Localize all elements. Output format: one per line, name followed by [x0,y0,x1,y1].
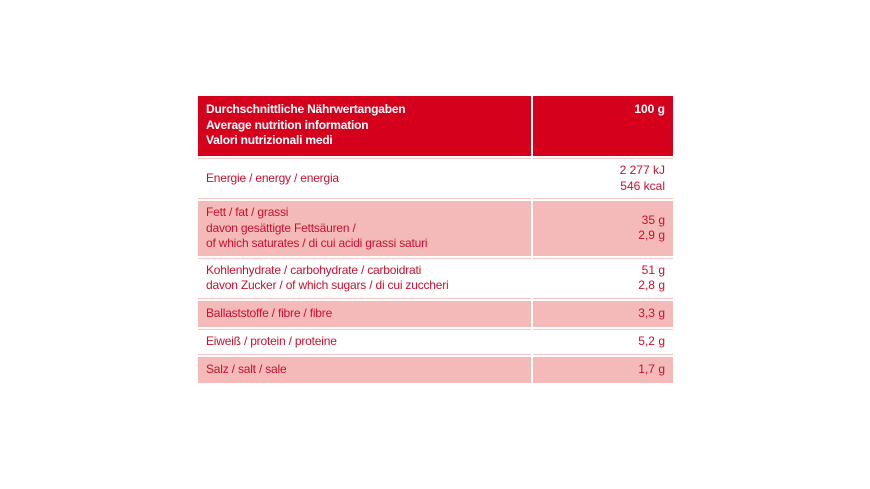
value-cell: 5,2 g [533,328,673,355]
value-cell: 3,3 g [533,300,673,327]
row-value: 2,8 g [638,278,665,292]
row-label: davon Zucker / of which sugars / di cui … [206,278,449,292]
label-cell: Eiweiß / protein / proteine [198,328,531,355]
value-cell: 51 g 2,8 g [533,257,673,299]
table-row: Eiweiß / protein / proteine 5,2 g [198,328,673,355]
row-value: 3,3 g [638,305,665,320]
table-row: Salz / salt / sale 1,7 g [198,356,673,383]
table-row: Kohlenhydrate / carbohydrate / carboidra… [198,257,673,299]
header-line: Durchschnittliche Nährwertangaben [206,102,406,116]
header-value: 100 g [634,102,665,116]
row-value: 2 277 kJ [619,163,665,177]
table-row: Energie / energy / energia 2 277 kJ 546 kc… [198,158,673,199]
value-cell: 1,7 g [533,356,673,383]
label-cell: Ballaststoffe / fibre / fibre [198,300,531,327]
row-label: Salz / salt / sale [206,361,287,376]
header-line: Valori nutrizionali medi [206,133,333,147]
row-label: Eiweiß / protein / proteine [206,333,337,348]
row-label: davon gesättigte Fettsäuren / [206,220,356,235]
row-value: 2,9 g [638,228,665,243]
header-value-cell: 100 g [533,96,673,156]
table-row: Ballaststoffe / fibre / fibre 3,3 g [198,300,673,327]
row-label: Energie / energy / energia [206,170,339,185]
value-cell: 2 277 kJ 546 kcal [533,158,673,199]
row-label: Fett / fat / grassi [206,205,289,219]
row-value: 1,7 g [638,361,665,376]
row-value: 35 g [641,212,665,227]
nutrition-table: Durchschnittliche Nährwertangaben Average… [198,96,673,383]
label-cell: Salz / salt / sale [198,356,531,383]
row-value: 51 g [641,262,665,277]
value-cell: 35 g 2,9 g [533,201,673,256]
label-cell: Energie / energy / energia [198,158,531,199]
row-label: of which saturates / di cui acidi grassi… [206,236,428,250]
label-cell: Kohlenhydrate / carbohydrate / carboidra… [198,257,531,299]
header-line: Average nutrition information [206,117,369,132]
table-row: Fett / fat / grassi davon gesättigte Fett… [198,201,673,256]
header-label: Durchschnittliche Nährwertangaben Average… [198,96,531,156]
label-cell: Fett / fat / grassi davon gesättigte Fett… [198,201,531,256]
row-value: 5,2 g [638,333,665,348]
header-row: Durchschnittliche Nährwertangaben Average… [198,96,673,156]
row-value: 546 kcal [620,178,665,193]
row-label: Ballaststoffe / fibre / fibre [206,305,333,320]
row-label: Kohlenhydrate / carbohydrate / carboidra… [206,262,422,277]
